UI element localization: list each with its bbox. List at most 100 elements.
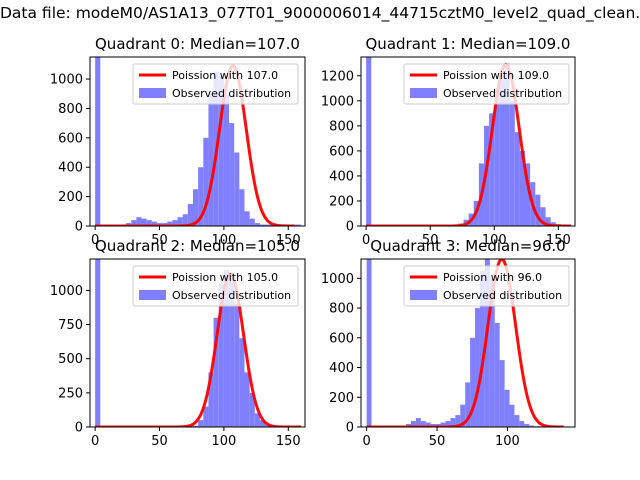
y-tick-label: 1000 xyxy=(50,284,83,299)
poisson-curve xyxy=(366,259,564,427)
histogram-bar xyxy=(514,415,520,427)
histogram-bar xyxy=(545,217,551,226)
poisson-curve xyxy=(95,64,295,226)
histogram-bar xyxy=(494,322,500,427)
legend-bar-swatch xyxy=(410,290,437,300)
histogram-bar xyxy=(146,220,152,226)
y-tick-label: 200 xyxy=(58,190,83,205)
y-tick-label: 0 xyxy=(75,220,83,235)
histogram-bar xyxy=(425,422,431,427)
histogram-bar xyxy=(203,406,209,427)
histogram-bar xyxy=(489,278,495,427)
legend-label-observed: Observed distribution xyxy=(443,87,562,100)
histogram-bar xyxy=(366,259,372,427)
legend: Poission with 109.0 Observed distribution xyxy=(403,63,570,105)
histogram-bar xyxy=(136,217,142,226)
histogram-bar xyxy=(460,404,466,427)
histogram-bar xyxy=(223,93,230,226)
histogram-bar xyxy=(259,224,266,226)
histogram-bar xyxy=(509,100,515,226)
histogram-bar xyxy=(295,224,302,226)
histogram-bar xyxy=(259,420,266,427)
legend-label-observed: Observed distribution xyxy=(172,289,291,302)
y-tick-label: 1000 xyxy=(50,73,83,88)
histogram-bar xyxy=(519,150,526,226)
histogram-bar xyxy=(244,211,250,226)
histogram-bar xyxy=(519,421,525,427)
histogram-bar xyxy=(415,418,421,427)
histogram-bar xyxy=(479,270,485,427)
poisson-curve xyxy=(366,62,572,226)
x-tick-label: 0 xyxy=(91,233,99,248)
legend-bar-swatch xyxy=(410,88,437,98)
legend: Poission with 105.0 Observed distribution xyxy=(132,265,299,307)
y-tick-label: 750 xyxy=(58,318,83,333)
histogram-bar xyxy=(475,308,480,427)
x-tick-label: 0 xyxy=(362,233,370,248)
histogram-bar xyxy=(249,392,255,427)
legend-label-poisson: Poission with 105.0 xyxy=(172,271,278,284)
y-tick-label: 1000 xyxy=(321,272,354,287)
histogram-bar xyxy=(167,221,173,226)
histogram-bar xyxy=(484,259,490,427)
y-tick-label: 1200 xyxy=(321,69,354,84)
histogram-bar xyxy=(504,63,510,226)
histogram-bar xyxy=(420,421,426,427)
y-tick-label: 0 xyxy=(346,220,354,235)
y-tick-label: 0 xyxy=(346,421,354,436)
histogram-bar xyxy=(489,113,495,226)
legend-label-poisson: Poission with 109.0 xyxy=(443,69,549,82)
histogram-bar xyxy=(366,57,372,226)
legend-label-observed: Observed distribution xyxy=(443,289,562,302)
legend-bar-swatch xyxy=(139,290,166,300)
legend-label-poisson: Poission with 96.0 xyxy=(443,271,542,284)
histogram-bar xyxy=(131,220,137,226)
legend: Poission with 96.0 Observed distribution xyxy=(403,265,570,307)
x-tick-label: 50 xyxy=(151,434,168,449)
histogram-bar xyxy=(229,123,235,226)
y-tick-label: 1000 xyxy=(321,94,354,109)
quadrant-1-panel: 0 50 100 150 0 200 400 600 800 1000 1200 Quadrant 1… xyxy=(321,35,576,248)
histogram-bar xyxy=(234,304,240,427)
panel-title: Quadrant 3: Median=96.0 xyxy=(370,237,565,255)
x-tick-label: 0 xyxy=(362,434,370,449)
legend-box xyxy=(403,63,570,105)
axes-frame xyxy=(89,56,306,227)
histogram-bar xyxy=(192,425,199,427)
axes-frame xyxy=(360,56,576,227)
histogram-bar xyxy=(223,269,230,427)
y-tick-label: 800 xyxy=(329,302,354,317)
x-tick-label: 50 xyxy=(422,233,439,248)
x-tick-label: 100 xyxy=(495,434,520,449)
histogram-bar xyxy=(455,415,461,427)
x-tick-label: 100 xyxy=(211,434,236,449)
histogram-bar xyxy=(203,137,209,226)
x-tick-label: 100 xyxy=(211,233,236,248)
histogram-bar xyxy=(525,163,531,226)
histogram-bar xyxy=(95,259,101,427)
y-tick-label: 200 xyxy=(329,391,354,406)
y-tick-label: 800 xyxy=(58,102,83,117)
axes-frame xyxy=(89,258,306,428)
histogram-bar xyxy=(218,283,224,427)
histogram-bar xyxy=(95,57,101,226)
histogram-bar xyxy=(440,422,446,427)
histogram-bar xyxy=(239,338,245,427)
x-tick-label: 100 xyxy=(482,233,507,248)
histogram-bar xyxy=(208,93,214,226)
legend-bar-swatch xyxy=(139,88,166,98)
histogram-bar xyxy=(494,88,500,226)
histogram-bar xyxy=(182,214,188,226)
x-tick-label: 150 xyxy=(546,233,571,248)
y-tick-label: 400 xyxy=(58,161,83,176)
poisson-curve xyxy=(95,272,302,427)
histogram-bar xyxy=(192,189,199,226)
axes-frame xyxy=(360,258,576,428)
histogram-bar xyxy=(529,425,535,427)
legend-box xyxy=(403,265,570,307)
histogram-bar xyxy=(445,421,451,427)
histogram-bars xyxy=(366,259,564,427)
histogram-bar xyxy=(470,337,476,427)
